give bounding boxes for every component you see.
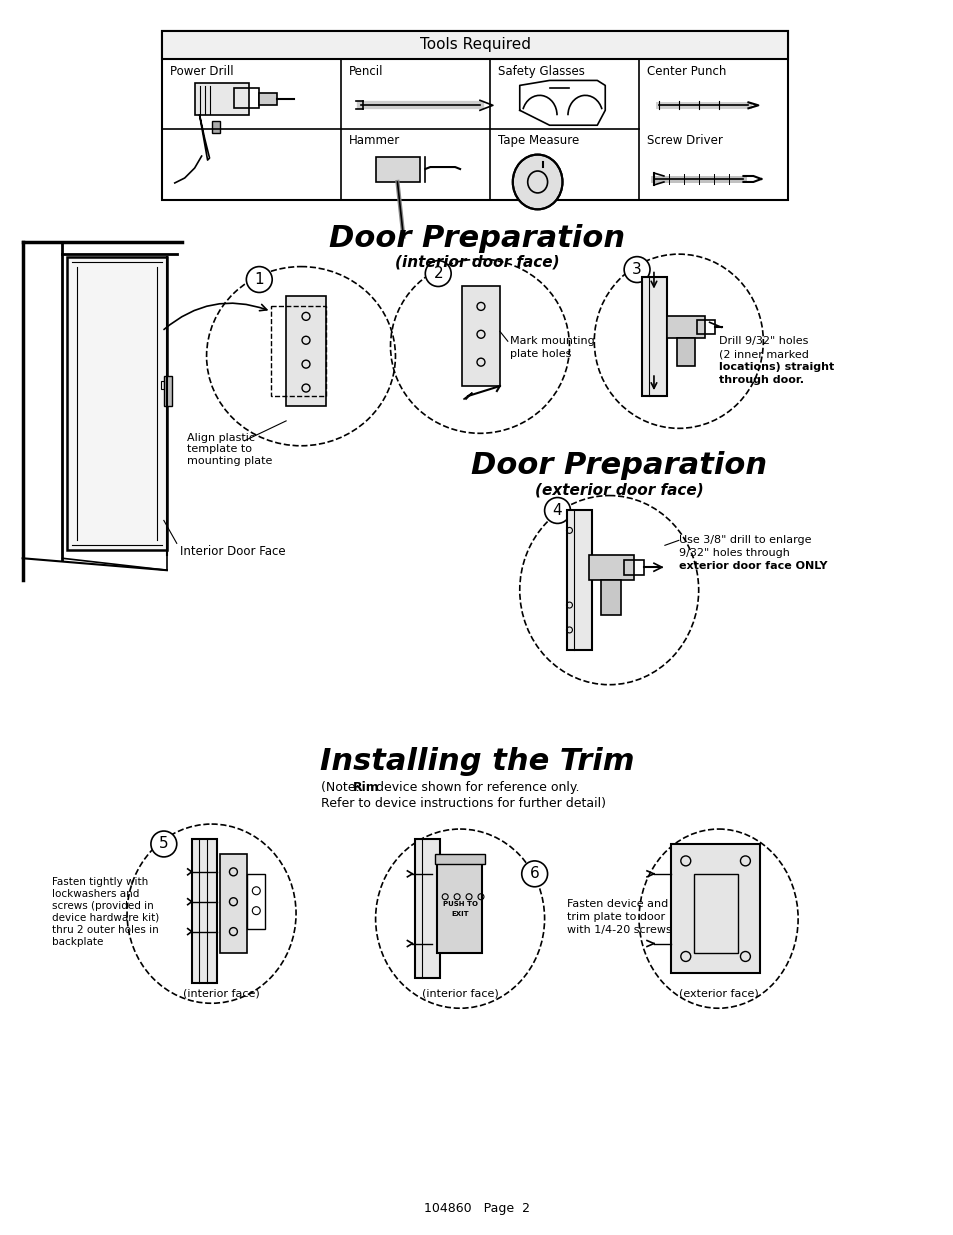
Text: backplate: backplate	[52, 936, 104, 946]
Text: device hardware kit): device hardware kit)	[52, 913, 159, 923]
Text: (interior door face): (interior door face)	[395, 254, 558, 269]
Bar	[286, 296, 326, 406]
Bar	[375, 157, 420, 182]
Text: lockwashers and: lockwashers and	[52, 889, 140, 899]
Text: Tools Required: Tools Required	[419, 37, 530, 52]
Bar	[666, 316, 704, 338]
Text: Power Drill: Power Drill	[170, 65, 233, 79]
Bar	[600, 580, 620, 615]
Text: (exterior door face): (exterior door face)	[535, 483, 702, 498]
Text: through door.: through door.	[718, 375, 802, 385]
Text: Refer to device instructions for further detail): Refer to device instructions for further…	[320, 797, 605, 810]
Circle shape	[521, 861, 547, 887]
Circle shape	[544, 498, 570, 524]
Text: Center Punch: Center Punch	[646, 65, 725, 79]
Text: Tape Measure: Tape Measure	[497, 135, 578, 147]
Bar	[436, 858, 481, 953]
Text: 9/32" holes through: 9/32" holes through	[679, 548, 789, 558]
Text: Installing the Trim: Installing the Trim	[319, 747, 634, 777]
Text: 3: 3	[632, 262, 641, 277]
Bar	[641, 277, 666, 396]
Text: plate holes: plate holes	[509, 350, 571, 359]
Text: locations) straight: locations) straight	[718, 362, 833, 372]
Text: (Note:: (Note:	[320, 782, 363, 794]
Bar	[415, 839, 439, 978]
Bar	[670, 844, 760, 973]
Text: (interior face): (interior face)	[183, 988, 259, 998]
Bar	[68, 257, 167, 551]
Text: device shown for reference only.: device shown for reference only.	[372, 782, 578, 794]
Bar	[696, 320, 714, 335]
Text: Align plastic
template to
mounting plate: Align plastic template to mounting plate	[187, 432, 272, 466]
Text: Pencil: Pencil	[349, 65, 383, 79]
Text: (interior face): (interior face)	[421, 988, 498, 998]
Circle shape	[425, 261, 451, 287]
Circle shape	[246, 267, 272, 293]
Bar	[623, 561, 643, 576]
Bar	[271, 306, 326, 396]
Bar	[161, 382, 164, 389]
Text: 1: 1	[254, 272, 264, 287]
Bar	[164, 377, 172, 406]
Bar	[234, 89, 259, 109]
Circle shape	[623, 257, 649, 283]
Text: 6: 6	[529, 866, 539, 882]
Text: Drill 9/32" holes: Drill 9/32" holes	[718, 336, 807, 346]
Text: with 1/4-20 screws: with 1/4-20 screws	[567, 925, 672, 935]
Text: trim plate to door: trim plate to door	[567, 911, 665, 921]
Circle shape	[151, 831, 176, 857]
Bar	[212, 121, 219, 133]
Text: Fasten device and: Fasten device and	[567, 899, 668, 909]
Bar	[589, 556, 634, 580]
Bar	[194, 84, 249, 115]
Bar	[435, 853, 484, 864]
Bar	[461, 287, 499, 387]
Text: Screw Driver: Screw Driver	[646, 135, 722, 147]
Text: Safety Glasses: Safety Glasses	[497, 65, 584, 79]
Text: Use 3/8" drill to enlarge: Use 3/8" drill to enlarge	[679, 535, 810, 546]
Text: Door Preparation: Door Preparation	[471, 451, 766, 479]
Text: 5: 5	[159, 836, 169, 851]
Text: Fasten tightly with: Fasten tightly with	[52, 877, 149, 887]
Bar	[693, 874, 738, 953]
Text: PUSH TO: PUSH TO	[442, 900, 477, 906]
Bar	[567, 510, 592, 650]
Text: 2: 2	[433, 266, 442, 282]
Text: thru 2 outer holes in: thru 2 outer holes in	[52, 925, 159, 935]
Bar	[247, 874, 265, 929]
Text: Hammer: Hammer	[349, 135, 399, 147]
Text: (exterior face): (exterior face)	[678, 988, 758, 998]
Text: Mark mounting: Mark mounting	[509, 336, 594, 346]
Bar	[162, 31, 787, 200]
Bar	[192, 839, 216, 983]
Bar	[676, 338, 694, 366]
Text: 4: 4	[552, 503, 561, 517]
Bar	[259, 94, 277, 105]
Text: screws (provided in: screws (provided in	[52, 900, 154, 910]
Text: EXIT: EXIT	[451, 910, 469, 916]
Bar	[162, 31, 787, 58]
Bar	[219, 853, 247, 953]
Text: (2 inner marked: (2 inner marked	[718, 350, 807, 359]
Text: Interior Door Face: Interior Door Face	[179, 546, 285, 558]
Text: Door Preparation: Door Preparation	[329, 224, 624, 253]
Text: exterior door face ONLY: exterior door face ONLY	[679, 561, 826, 572]
FancyArrowPatch shape	[164, 303, 267, 330]
Text: 104860   Page  2: 104860 Page 2	[423, 1203, 530, 1215]
Text: Rim: Rim	[353, 782, 379, 794]
Ellipse shape	[513, 154, 562, 210]
